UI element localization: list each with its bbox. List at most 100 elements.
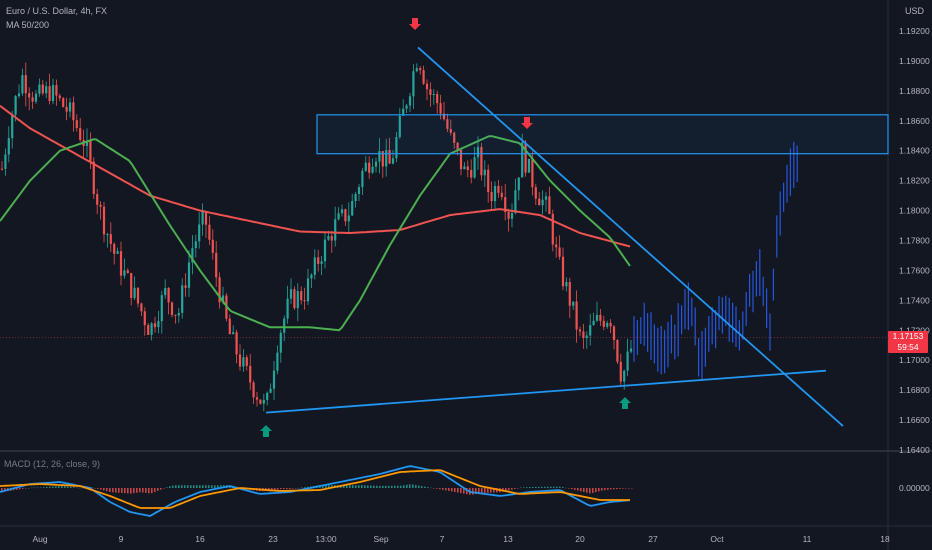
candle-body: [541, 199, 544, 206]
macd-histogram-bar: [424, 486, 426, 488]
macd-histogram-bar: [112, 488, 114, 493]
candle-body: [521, 142, 524, 178]
macd-histogram-bar: [28, 487, 30, 489]
candle-body: [606, 322, 609, 327]
macd-histogram-bar: [1, 488, 3, 493]
candle-body: [538, 198, 541, 206]
symbol-title[interactable]: Euro / U.S. Dollar, 4h, FX: [6, 6, 108, 16]
macd-histogram-bar: [307, 486, 309, 488]
candle-body: [357, 187, 361, 195]
candle-body: [177, 312, 180, 316]
macd-histogram-bar: [343, 485, 345, 488]
ascending-trendline: [265, 369, 827, 414]
macd-histogram-bar: [394, 485, 396, 488]
candle-body: [62, 98, 65, 107]
candle-body: [106, 234, 109, 236]
macd-histogram-bar: [271, 488, 273, 491]
candle-body: [561, 256, 565, 287]
macd-histogram-bar: [388, 485, 390, 488]
macd-histogram-bar: [514, 488, 516, 489]
candle-body: [582, 331, 585, 338]
candle-body: [28, 93, 31, 98]
candle-body: [388, 150, 391, 164]
macd-histogram-bar: [118, 488, 120, 493]
macd-histogram-bar: [181, 485, 183, 488]
candle-body: [147, 325, 150, 335]
x-tick-label: Sep: [373, 534, 388, 544]
candle-body: [575, 301, 578, 330]
macd-histogram-bar: [97, 488, 99, 489]
candle-body: [286, 298, 289, 319]
macd-histogram-bar: [358, 485, 360, 488]
candle-body: [41, 84, 44, 94]
macd-histogram-bar: [190, 485, 192, 488]
candle-body: [354, 194, 357, 201]
candle-body: [262, 399, 265, 404]
candle-body: [344, 209, 347, 222]
currency-label: USD: [904, 6, 924, 16]
candle-body: [174, 314, 177, 316]
candle-body: [599, 314, 602, 321]
candle-body: [255, 397, 259, 400]
candle-body: [194, 241, 197, 249]
macd-histogram-bar: [64, 486, 66, 488]
macd-histogram-bar: [400, 485, 402, 488]
x-tick-label: Oct: [710, 534, 724, 544]
candle-body: [14, 96, 17, 115]
candle-body: [143, 311, 146, 326]
macd-histogram-bar: [163, 488, 165, 489]
candle-body: [504, 197, 507, 212]
macd-histogram-bar: [619, 488, 621, 489]
candle-body: [483, 169, 486, 176]
countdown-value: 59:54: [897, 342, 919, 352]
candle-body: [249, 365, 252, 383]
macd-label[interactable]: MACD (12, 26, close, 9): [4, 459, 101, 469]
macd-histogram-bar: [415, 485, 417, 488]
y-tick-label: 1.18200: [899, 176, 930, 186]
macd-histogram-bar: [157, 488, 159, 491]
current-price-badge: 1.17153 59:54: [888, 331, 928, 353]
candle-body: [113, 243, 116, 254]
macd-histogram-bar: [196, 485, 198, 488]
candle-body: [459, 149, 463, 170]
macd-histogram-bar: [481, 488, 483, 494]
macd-histogram-bar: [109, 488, 111, 492]
macd-histogram-bar: [436, 488, 438, 489]
macd-histogram-bar: [544, 486, 546, 488]
candle-body: [347, 215, 350, 222]
candle-body: [228, 318, 231, 335]
macd-histogram-bar: [568, 488, 570, 489]
candle-body: [276, 352, 279, 371]
indicator-label[interactable]: MA 50/200: [6, 20, 50, 30]
candle-body: [398, 115, 401, 138]
candle-body: [514, 190, 517, 214]
candle-body: [534, 187, 537, 199]
candle-body: [215, 252, 218, 278]
macd-histogram-bar: [214, 485, 216, 488]
candle-body: [361, 170, 364, 188]
candle-body: [204, 211, 208, 225]
arrow-up-icon: [260, 425, 272, 437]
candle-body: [279, 332, 282, 353]
candle-body: [527, 158, 531, 173]
macd-histogram-bar: [457, 488, 459, 493]
candle-body: [272, 370, 276, 389]
macd-histogram-bar: [376, 485, 378, 488]
macd-histogram-bar: [367, 485, 369, 488]
candle-body: [585, 335, 588, 338]
candle-body: [24, 75, 27, 94]
y-tick-label: 1.18800: [899, 86, 930, 96]
candle-body: [412, 71, 415, 97]
candle-body: [99, 204, 102, 207]
macd-histogram-bar: [625, 488, 627, 489]
candle-body: [320, 261, 323, 264]
candle-body: [490, 192, 493, 202]
macd-histogram-bar: [70, 486, 72, 488]
candle-body: [65, 106, 68, 112]
candle-body: [51, 85, 55, 102]
macd-histogram-bar: [505, 488, 507, 492]
macd-histogram-bar: [49, 486, 51, 488]
macd-histogram-bar: [115, 488, 117, 493]
candle-body: [164, 288, 167, 296]
